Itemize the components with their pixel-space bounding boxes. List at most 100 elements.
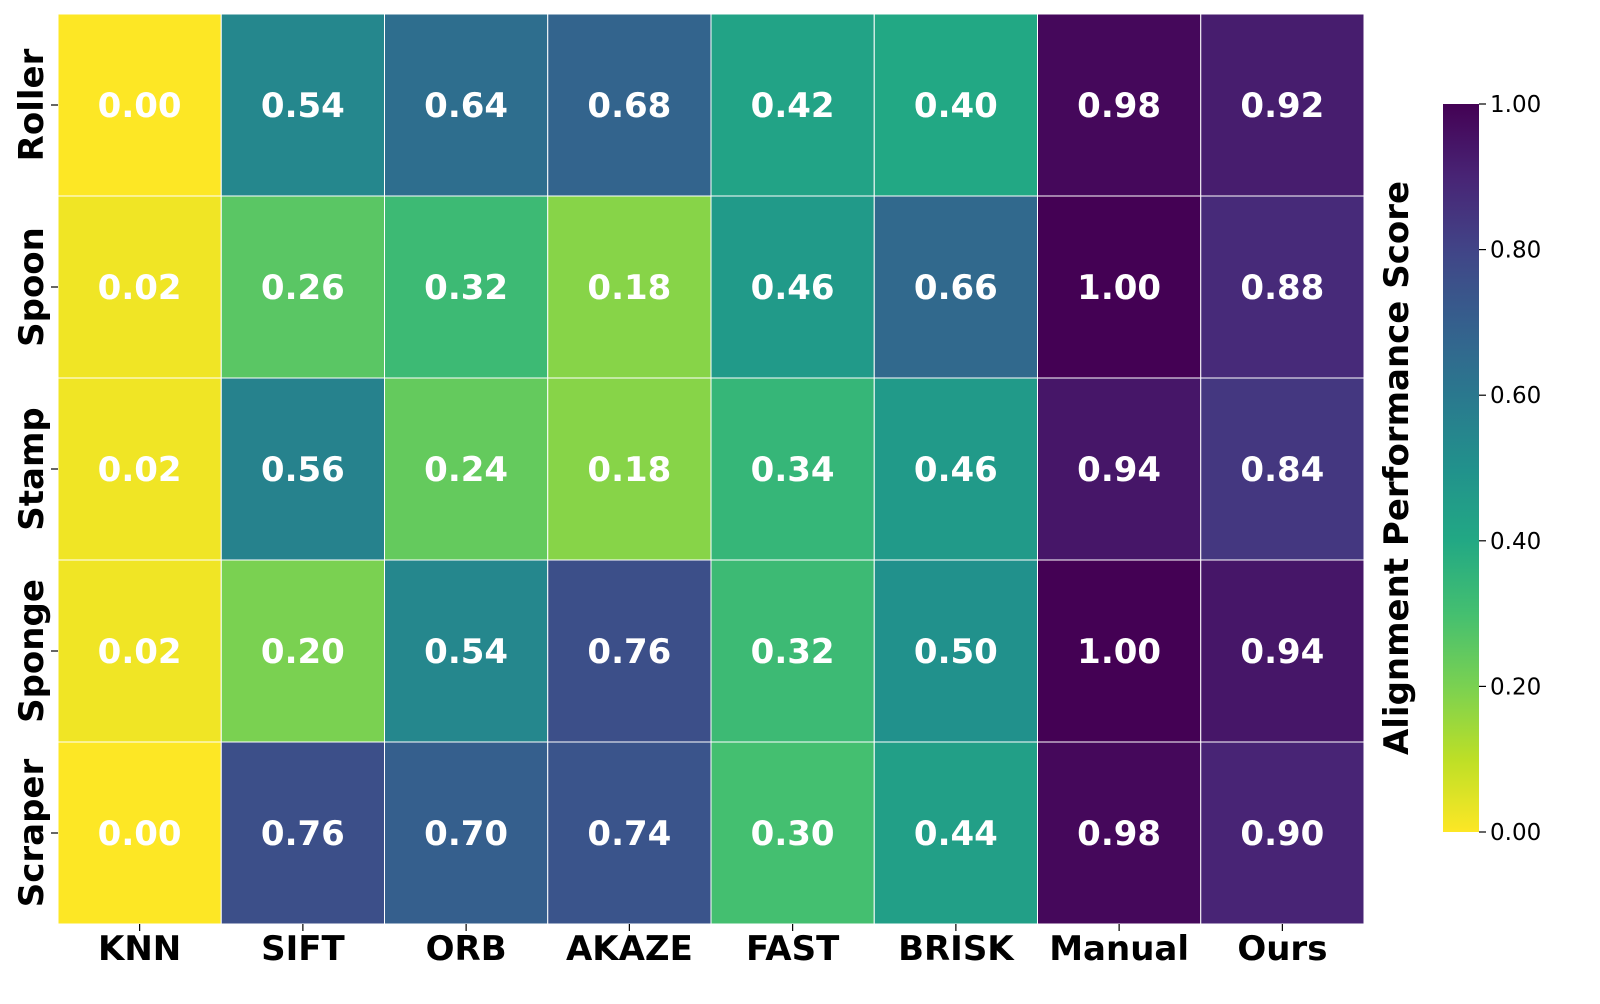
heatmap-cell-sponge-sift [220, 559, 385, 743]
cell-value-label: 0.40 [914, 86, 998, 126]
colorbar-gradient [1443, 104, 1479, 832]
cell-value-label: 0.74 [587, 814, 671, 854]
cell-value-label: 0.70 [424, 814, 508, 854]
cell-value-label: 0.30 [751, 814, 835, 854]
cell-value-label: 0.88 [1240, 268, 1324, 308]
cell-value-label: 0.18 [587, 450, 671, 490]
cell-value-label: 0.90 [1240, 814, 1324, 854]
cell-value-label: 0.56 [261, 450, 345, 490]
heatmap-cell-scraper-orb [384, 741, 549, 925]
cell-value-label: 0.94 [1077, 450, 1161, 490]
x-tick-label-akaze: AKAZE [566, 929, 693, 969]
heatmap-cell-stamp-ours [1200, 377, 1365, 561]
y-tick-label-scraper: Scraper [12, 759, 52, 908]
heatmap-cell-scraper-manual [1037, 741, 1202, 925]
x-tick-label-manual: Manual [1049, 929, 1189, 969]
heatmap-cell-roller-knn [57, 13, 222, 197]
heatmap-cell-sponge-fast [710, 559, 875, 743]
cell-value-label: 0.20 [261, 632, 345, 672]
cell-value-label: 0.34 [751, 450, 835, 490]
cell-value-label: 0.32 [751, 632, 835, 672]
x-tick-label-fast: FAST [746, 929, 840, 969]
heatmap-cell-spoon-sift [220, 195, 385, 379]
cell-value-label: 1.00 [1077, 268, 1161, 308]
cell-value-label: 0.92 [1240, 86, 1324, 126]
cell-value-label: 0.02 [98, 450, 182, 490]
cell-value-label: 0.94 [1240, 632, 1324, 672]
y-tick-label-roller: Roller [12, 48, 52, 161]
colorbar: 0.00 0.20 0.40 0.60 0.80 1.00 Alignment Perfor… [1377, 92, 1541, 846]
colorbar-tick-label: 0.60 [1490, 383, 1541, 409]
cell-annotations: 0.00 0.54 0.64 0.68 0.42 0.40 0.98 0.92 0.02 0.26… [98, 86, 1325, 854]
cell-value-label: 0.54 [261, 86, 345, 126]
heatmap-cell-roller-manual [1037, 13, 1202, 197]
cell-value-label: 0.64 [424, 86, 508, 126]
cell-value-label: 0.46 [914, 450, 998, 490]
x-tick-label-sift: SIFT [261, 929, 345, 969]
colorbar-tick-label: 0.00 [1490, 820, 1541, 846]
heatmap-cell-sponge-akaze [547, 559, 712, 743]
heatmap-cell-scraper-brisk [873, 741, 1038, 925]
heatmap-cell-roller-ours [1200, 13, 1365, 197]
y-tick-label-spoon: Spoon [12, 227, 52, 347]
colorbar-tick-label: 0.40 [1490, 529, 1541, 555]
heatmap-cell-roller-fast [710, 13, 875, 197]
cell-value-label: 0.98 [1077, 86, 1161, 126]
y-tick-label-sponge: Sponge [12, 579, 52, 723]
cell-value-label: 0.76 [587, 632, 671, 672]
x-tick-label-orb: ORB [426, 929, 507, 969]
colorbar-tick-label: 1.00 [1490, 92, 1541, 118]
cell-value-label: 0.26 [261, 268, 345, 308]
cell-value-label: 0.42 [751, 86, 835, 126]
heatmap-cell-stamp-fast [710, 377, 875, 561]
cell-value-label: 0.24 [424, 450, 508, 490]
heatmap-cell-scraper-akaze [547, 741, 712, 925]
cell-value-label: 0.32 [424, 268, 508, 308]
heatmap-cells [57, 13, 1365, 925]
cell-value-label: 0.02 [98, 632, 182, 672]
heatmap-cell-spoon-akaze [547, 195, 712, 379]
heatmap-cell-stamp-sift [220, 377, 385, 561]
heatmap-cell-spoon-ours [1200, 195, 1365, 379]
cell-value-label: 1.00 [1077, 632, 1161, 672]
x-axis: KNN SIFT ORB AKAZE FAST BRISK Manual Ours [98, 924, 1327, 969]
heatmap-cell-roller-akaze [547, 13, 712, 197]
colorbar-label: Alignment Performance Score [1377, 181, 1417, 755]
cell-value-label: 0.50 [914, 632, 998, 672]
cell-value-label: 0.02 [98, 268, 182, 308]
heatmap-cell-stamp-manual [1037, 377, 1202, 561]
heatmap-cell-scraper-sift [220, 741, 385, 925]
cell-value-label: 0.46 [751, 268, 835, 308]
cell-value-label: 0.84 [1240, 450, 1324, 490]
heatmap-cell-sponge-orb [384, 559, 549, 743]
heatmap-cell-scraper-ours [1200, 741, 1365, 925]
cell-value-label: 0.98 [1077, 814, 1161, 854]
heatmap-cell-stamp-akaze [547, 377, 712, 561]
cell-value-label: 0.76 [261, 814, 345, 854]
y-axis: Roller Spoon Stamp Sponge Scraper [12, 48, 58, 907]
heatmap-cell-spoon-manual [1037, 195, 1202, 379]
x-tick-label-knn: KNN [98, 929, 181, 969]
heatmap-cell-spoon-fast [710, 195, 875, 379]
cell-value-label: 0.00 [98, 814, 182, 854]
x-tick-label-ours: Ours [1237, 929, 1327, 969]
cell-value-label: 0.54 [424, 632, 508, 672]
heatmap-cell-stamp-knn [57, 377, 222, 561]
cell-value-label: 0.68 [587, 86, 671, 126]
heatmap-cell-stamp-brisk [873, 377, 1038, 561]
colorbar-tick-label: 0.20 [1490, 674, 1541, 700]
heatmap-cell-spoon-brisk [873, 195, 1038, 379]
cell-value-label: 0.66 [914, 268, 998, 308]
heatmap-cell-roller-brisk [873, 13, 1038, 197]
heatmap-cell-roller-orb [384, 13, 549, 197]
x-tick-label-brisk: BRISK [898, 929, 1015, 969]
cell-value-label: 0.00 [98, 86, 182, 126]
heatmap-cell-roller-sift [220, 13, 385, 197]
cell-value-label: 0.18 [587, 268, 671, 308]
heatmap-cell-sponge-manual [1037, 559, 1202, 743]
heatmap-cell-stamp-orb [384, 377, 549, 561]
y-tick-label-stamp: Stamp [12, 407, 52, 530]
heatmap-cell-scraper-fast [710, 741, 875, 925]
